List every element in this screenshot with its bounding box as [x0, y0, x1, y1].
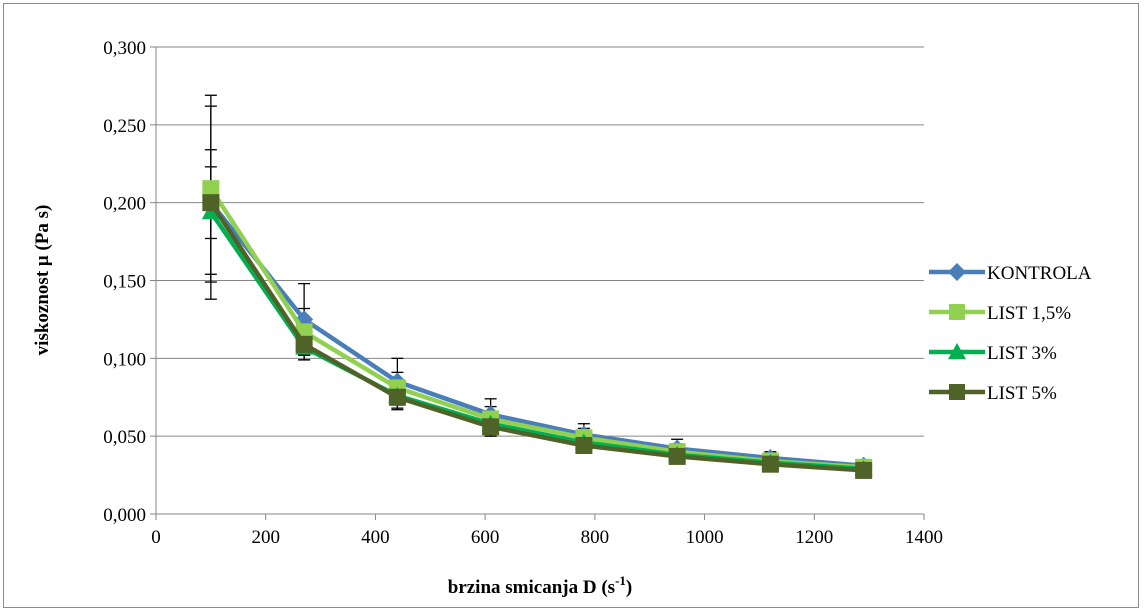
- series-4-point: [668, 447, 686, 465]
- series-1-line: [209, 201, 864, 468]
- legend-marker: [948, 263, 966, 281]
- series-2-point: [202, 180, 220, 198]
- series-4-point: [575, 437, 593, 455]
- legend-marker: [949, 384, 965, 400]
- y-tick-label: 0,200: [103, 194, 146, 215]
- x-tick-label: 200: [251, 527, 280, 548]
- legend-marker: [948, 343, 966, 360]
- series-4-line: [209, 201, 864, 473]
- legend: KONTROLA LIST 1,5% LIST 3% LIST 5%: [929, 263, 1092, 404]
- error-bars: [204, 94, 870, 476]
- legend-entry: LIST 5%: [929, 383, 1057, 404]
- grid-layer: [156, 46, 924, 437]
- y-tick-label: 0,050: [103, 427, 146, 448]
- series-4-point: [202, 194, 220, 212]
- legend-label: LIST 5%: [987, 383, 1057, 404]
- x-tick-label: 1000: [686, 527, 724, 548]
- series-4-point: [855, 461, 873, 479]
- x-axis-title-unit: (s: [601, 577, 615, 598]
- y-tick-label: 0,000: [103, 505, 146, 526]
- series-layer: [201, 180, 873, 479]
- x-tick-label: 1400: [905, 527, 943, 548]
- x-tick-label: 1200: [795, 527, 833, 548]
- x-axis-title: brzina smicanja D (s-1): [448, 573, 632, 598]
- x-axis-title-unit-close: ): [626, 577, 632, 598]
- x-axis-title-main: brzina smicanja D: [448, 577, 597, 598]
- x-tick-label: 400: [361, 527, 390, 548]
- axis-layer: [150, 46, 925, 520]
- series-4-point: [761, 455, 779, 473]
- series-4-point: [295, 335, 313, 353]
- x-tick-label: 800: [581, 527, 610, 548]
- legend-entry: LIST 1,5%: [929, 303, 1071, 324]
- x-axis-title-unit-sup: -1: [615, 573, 626, 588]
- series-4-point: [482, 418, 500, 436]
- x-tick-label: 600: [471, 527, 500, 548]
- series-4-point: [388, 388, 406, 406]
- y-tick-label: 0,100: [103, 349, 146, 370]
- y-axis-title: viskoznost μ (Pa s): [32, 205, 53, 356]
- tick-labels: 0,000 0,050 0,100 0,150 0,200 0,250 0,300 0 200 4…: [103, 38, 943, 548]
- y-tick-label: 0,300: [103, 38, 146, 59]
- legend-label: LIST 3%: [987, 343, 1057, 364]
- legend-entry: LIST 3%: [929, 343, 1057, 364]
- x-tick-label: 0: [151, 527, 161, 548]
- legend-label: KONTROLA: [987, 263, 1092, 284]
- legend-label: LIST 1,5%: [987, 303, 1071, 324]
- y-tick-label: 0,250: [103, 116, 146, 137]
- y-tick-label: 0,150: [103, 272, 146, 293]
- legend-entry: KONTROLA: [929, 263, 1092, 284]
- legend-marker: [949, 304, 965, 320]
